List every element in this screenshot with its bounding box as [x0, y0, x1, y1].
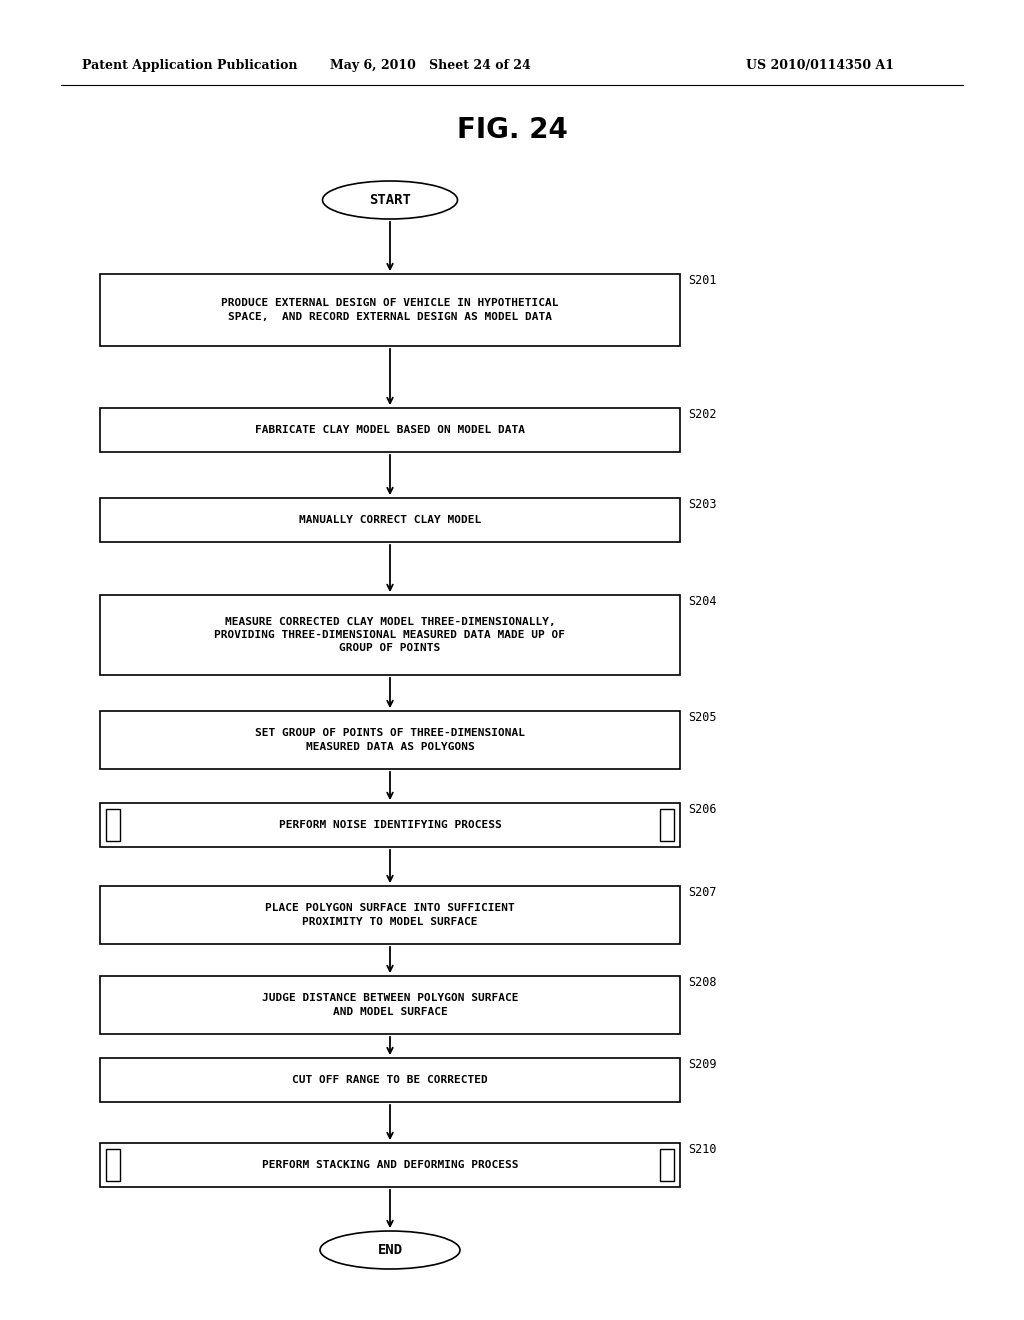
Bar [106, 1148, 120, 1181]
Bar [100, 886, 680, 944]
Bar [100, 498, 680, 543]
Text: PRODUCE EXTERNAL DESIGN OF VEHICLE IN HYPOTHETICAL
SPACE,  AND RECORD EXTERNAL D: PRODUCE EXTERNAL DESIGN OF VEHICLE IN HY… [221, 298, 559, 322]
Text: US 2010/0114350 A1: US 2010/0114350 A1 [746, 58, 894, 71]
Bar [106, 809, 120, 841]
Bar [660, 809, 674, 841]
Text: S209: S209 [688, 1059, 717, 1071]
Text: PERFORM NOISE IDENTIFYING PROCESS: PERFORM NOISE IDENTIFYING PROCESS [279, 820, 502, 830]
Bar [100, 408, 680, 451]
Bar [660, 1148, 674, 1181]
Text: S204: S204 [688, 595, 717, 609]
Bar [100, 275, 680, 346]
Text: S201: S201 [688, 275, 717, 286]
Bar [100, 595, 680, 675]
Text: FIG. 24: FIG. 24 [457, 116, 567, 144]
Bar [100, 803, 680, 847]
Text: SET GROUP OF POINTS OF THREE-DIMENSIONAL
MEASURED DATA AS POLYGONS: SET GROUP OF POINTS OF THREE-DIMENSIONAL… [255, 729, 525, 751]
Text: S203: S203 [688, 498, 717, 511]
Text: PERFORM STACKING AND DEFORMING PROCESS: PERFORM STACKING AND DEFORMING PROCESS [262, 1160, 518, 1170]
Bar [100, 1143, 680, 1187]
Text: MEASURE CORRECTED CLAY MODEL THREE-DIMENSIONALLY,
PROVIDING THREE-DIMENSIONAL ME: MEASURE CORRECTED CLAY MODEL THREE-DIMEN… [214, 616, 565, 653]
Text: S205: S205 [688, 711, 717, 723]
Bar [100, 1059, 680, 1102]
Text: S210: S210 [688, 1143, 717, 1156]
Text: MANUALLY CORRECT CLAY MODEL: MANUALLY CORRECT CLAY MODEL [299, 515, 481, 525]
Bar [100, 975, 680, 1034]
Text: END: END [378, 1243, 402, 1257]
Text: May 6, 2010   Sheet 24 of 24: May 6, 2010 Sheet 24 of 24 [330, 58, 530, 71]
Text: JUDGE DISTANCE BETWEEN POLYGON SURFACE
AND MODEL SURFACE: JUDGE DISTANCE BETWEEN POLYGON SURFACE A… [262, 994, 518, 1016]
Text: FABRICATE CLAY MODEL BASED ON MODEL DATA: FABRICATE CLAY MODEL BASED ON MODEL DATA [255, 425, 525, 436]
Bar [100, 711, 680, 770]
Text: CUT OFF RANGE TO BE CORRECTED: CUT OFF RANGE TO BE CORRECTED [292, 1074, 487, 1085]
Text: S202: S202 [688, 408, 717, 421]
Text: Patent Application Publication: Patent Application Publication [82, 58, 298, 71]
Text: S206: S206 [688, 803, 717, 816]
Text: S207: S207 [688, 886, 717, 899]
Text: S208: S208 [688, 975, 717, 989]
Text: PLACE POLYGON SURFACE INTO SUFFICIENT
PROXIMITY TO MODEL SURFACE: PLACE POLYGON SURFACE INTO SUFFICIENT PR… [265, 903, 515, 927]
Text: START: START [369, 193, 411, 207]
